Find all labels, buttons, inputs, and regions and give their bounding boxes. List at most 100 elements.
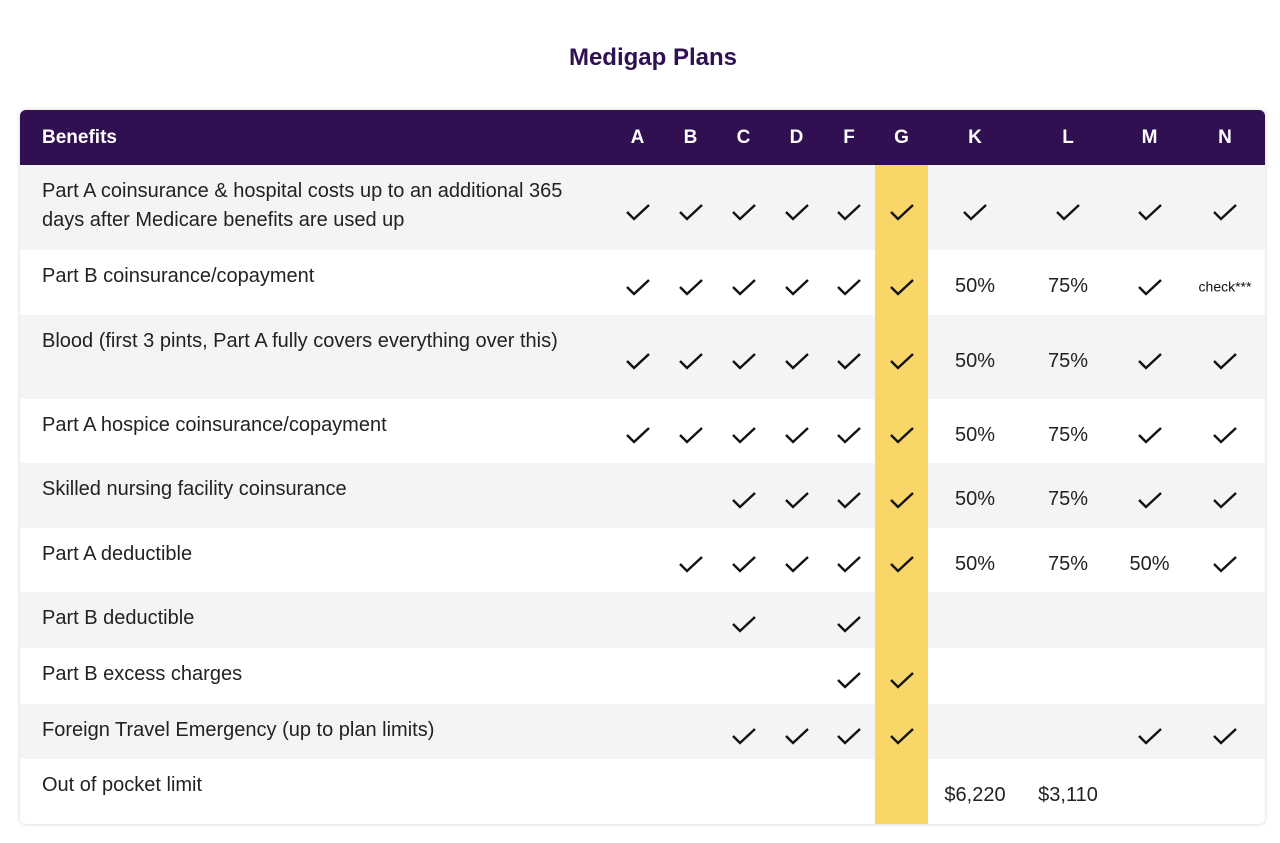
plan-cell-d bbox=[770, 250, 823, 315]
plan-cell-n bbox=[1185, 704, 1265, 759]
plan-cell-c bbox=[717, 463, 770, 528]
check-icon bbox=[784, 726, 810, 746]
check-icon bbox=[889, 490, 915, 510]
plan-cell-d bbox=[770, 399, 823, 463]
check-icon bbox=[625, 202, 651, 222]
plan-cell-c bbox=[717, 399, 770, 463]
check-icon bbox=[625, 277, 651, 297]
benefit-label: Out of pocket limit bbox=[42, 774, 203, 796]
plan-cell-k: 50% bbox=[954, 423, 996, 446]
plan-cell-d bbox=[770, 463, 823, 528]
check-icon bbox=[962, 202, 988, 222]
plan-cell-m bbox=[1114, 592, 1185, 648]
plan-cell-f bbox=[823, 704, 875, 759]
check-icon bbox=[889, 425, 915, 445]
plan-cell-g bbox=[875, 165, 928, 250]
table-row: Foreign Travel Emergency (up to plan lim… bbox=[20, 704, 1265, 759]
plan-cell-c bbox=[717, 315, 770, 399]
plan-cell-l: 75% bbox=[1022, 315, 1114, 399]
check-icon bbox=[678, 351, 704, 371]
check-icon bbox=[1137, 425, 1163, 445]
plan-cell-k: 50% bbox=[928, 463, 1022, 528]
plan-cell-m bbox=[1114, 250, 1185, 315]
plan-cell-l: $3,110 bbox=[1038, 784, 1098, 806]
check-icon bbox=[1137, 351, 1163, 371]
column-header-benefits: Benefits bbox=[20, 110, 611, 165]
benefit-label: Foreign Travel Emergency (up to plan lim… bbox=[20, 704, 611, 759]
check-icon bbox=[1212, 726, 1238, 746]
check-icon bbox=[731, 425, 757, 445]
plan-cell-l: 75% bbox=[1047, 275, 1089, 297]
check-icon bbox=[625, 351, 651, 371]
plan-cell-f bbox=[823, 592, 875, 648]
plan-cell-g bbox=[875, 399, 928, 463]
plan-cell-a bbox=[611, 759, 664, 824]
plan-cell-a bbox=[611, 399, 664, 463]
table-row: Part B deductible bbox=[20, 592, 1265, 648]
table-row: Part A hospice coinsurance/copayment 50% 7… bbox=[20, 399, 1265, 463]
check-icon bbox=[678, 425, 704, 445]
benefit-label: Part B coinsurance/copayment bbox=[42, 265, 315, 287]
plan-cell-b bbox=[664, 165, 717, 250]
plan-cell-k: 50% bbox=[928, 315, 1022, 399]
plan-cell-c bbox=[717, 528, 770, 592]
column-header-plan-k: K bbox=[928, 110, 1022, 165]
plan-cell-n bbox=[1185, 759, 1265, 824]
plan-cell-k: $6,220 bbox=[944, 784, 1006, 806]
plan-cell-a bbox=[611, 592, 664, 648]
plan-cell-a bbox=[611, 250, 664, 315]
plan-cell-c bbox=[717, 592, 770, 648]
check-icon bbox=[1137, 202, 1163, 222]
plan-cell-l bbox=[1022, 592, 1114, 648]
column-header-plan-d: D bbox=[770, 110, 823, 165]
check-icon bbox=[784, 277, 810, 297]
plan-cell-b bbox=[664, 528, 717, 592]
plan-cell-g bbox=[875, 759, 928, 824]
check-with-footnote-marker: check*** bbox=[1198, 278, 1252, 295]
check-icon bbox=[1137, 277, 1163, 297]
check-icon bbox=[889, 670, 915, 690]
check-icon bbox=[889, 726, 915, 746]
plan-cell-g bbox=[875, 528, 928, 592]
check-icon bbox=[1212, 351, 1238, 371]
check-icon bbox=[889, 554, 915, 574]
plan-cell-b bbox=[664, 315, 717, 399]
check-icon bbox=[731, 554, 757, 574]
check-icon bbox=[731, 614, 757, 634]
column-header-plan-b: B bbox=[664, 110, 717, 165]
check-icon bbox=[836, 614, 862, 634]
check-icon bbox=[889, 202, 915, 222]
check-icon bbox=[731, 202, 757, 222]
check-icon bbox=[836, 490, 862, 510]
check-icon bbox=[784, 425, 810, 445]
plan-cell-b bbox=[664, 399, 717, 463]
plan-cell-d bbox=[770, 704, 823, 759]
column-header-plan-c: C bbox=[717, 110, 770, 165]
plan-cell-n bbox=[1185, 528, 1265, 592]
check-icon bbox=[784, 351, 810, 371]
check-icon bbox=[836, 277, 862, 297]
plan-cell-a bbox=[611, 463, 664, 528]
check-icon bbox=[889, 277, 915, 297]
plan-cell-l bbox=[1022, 648, 1114, 704]
plan-cell-d bbox=[770, 528, 823, 592]
check-icon bbox=[731, 277, 757, 297]
table-header-row: Benefits A B C D F G K L M N bbox=[20, 110, 1265, 165]
check-icon bbox=[731, 351, 757, 371]
check-icon bbox=[731, 726, 757, 746]
plan-cell-f bbox=[823, 463, 875, 528]
column-header-plan-a: A bbox=[611, 110, 664, 165]
column-header-plan-l: L bbox=[1022, 110, 1114, 165]
plan-cell-b bbox=[664, 759, 717, 824]
plan-cell-f bbox=[823, 250, 875, 315]
plan-cell-b bbox=[664, 463, 717, 528]
plan-cell-f bbox=[823, 648, 875, 704]
plan-cell-m bbox=[1114, 704, 1185, 759]
check-icon bbox=[678, 554, 704, 574]
check-icon bbox=[836, 202, 862, 222]
plan-cell-b bbox=[664, 704, 717, 759]
benefit-label: Blood (first 3 pints, Part A fully cover… bbox=[20, 315, 611, 399]
check-icon bbox=[1055, 202, 1081, 222]
plan-cell-g bbox=[875, 704, 928, 759]
plan-cell-n bbox=[1185, 399, 1265, 463]
